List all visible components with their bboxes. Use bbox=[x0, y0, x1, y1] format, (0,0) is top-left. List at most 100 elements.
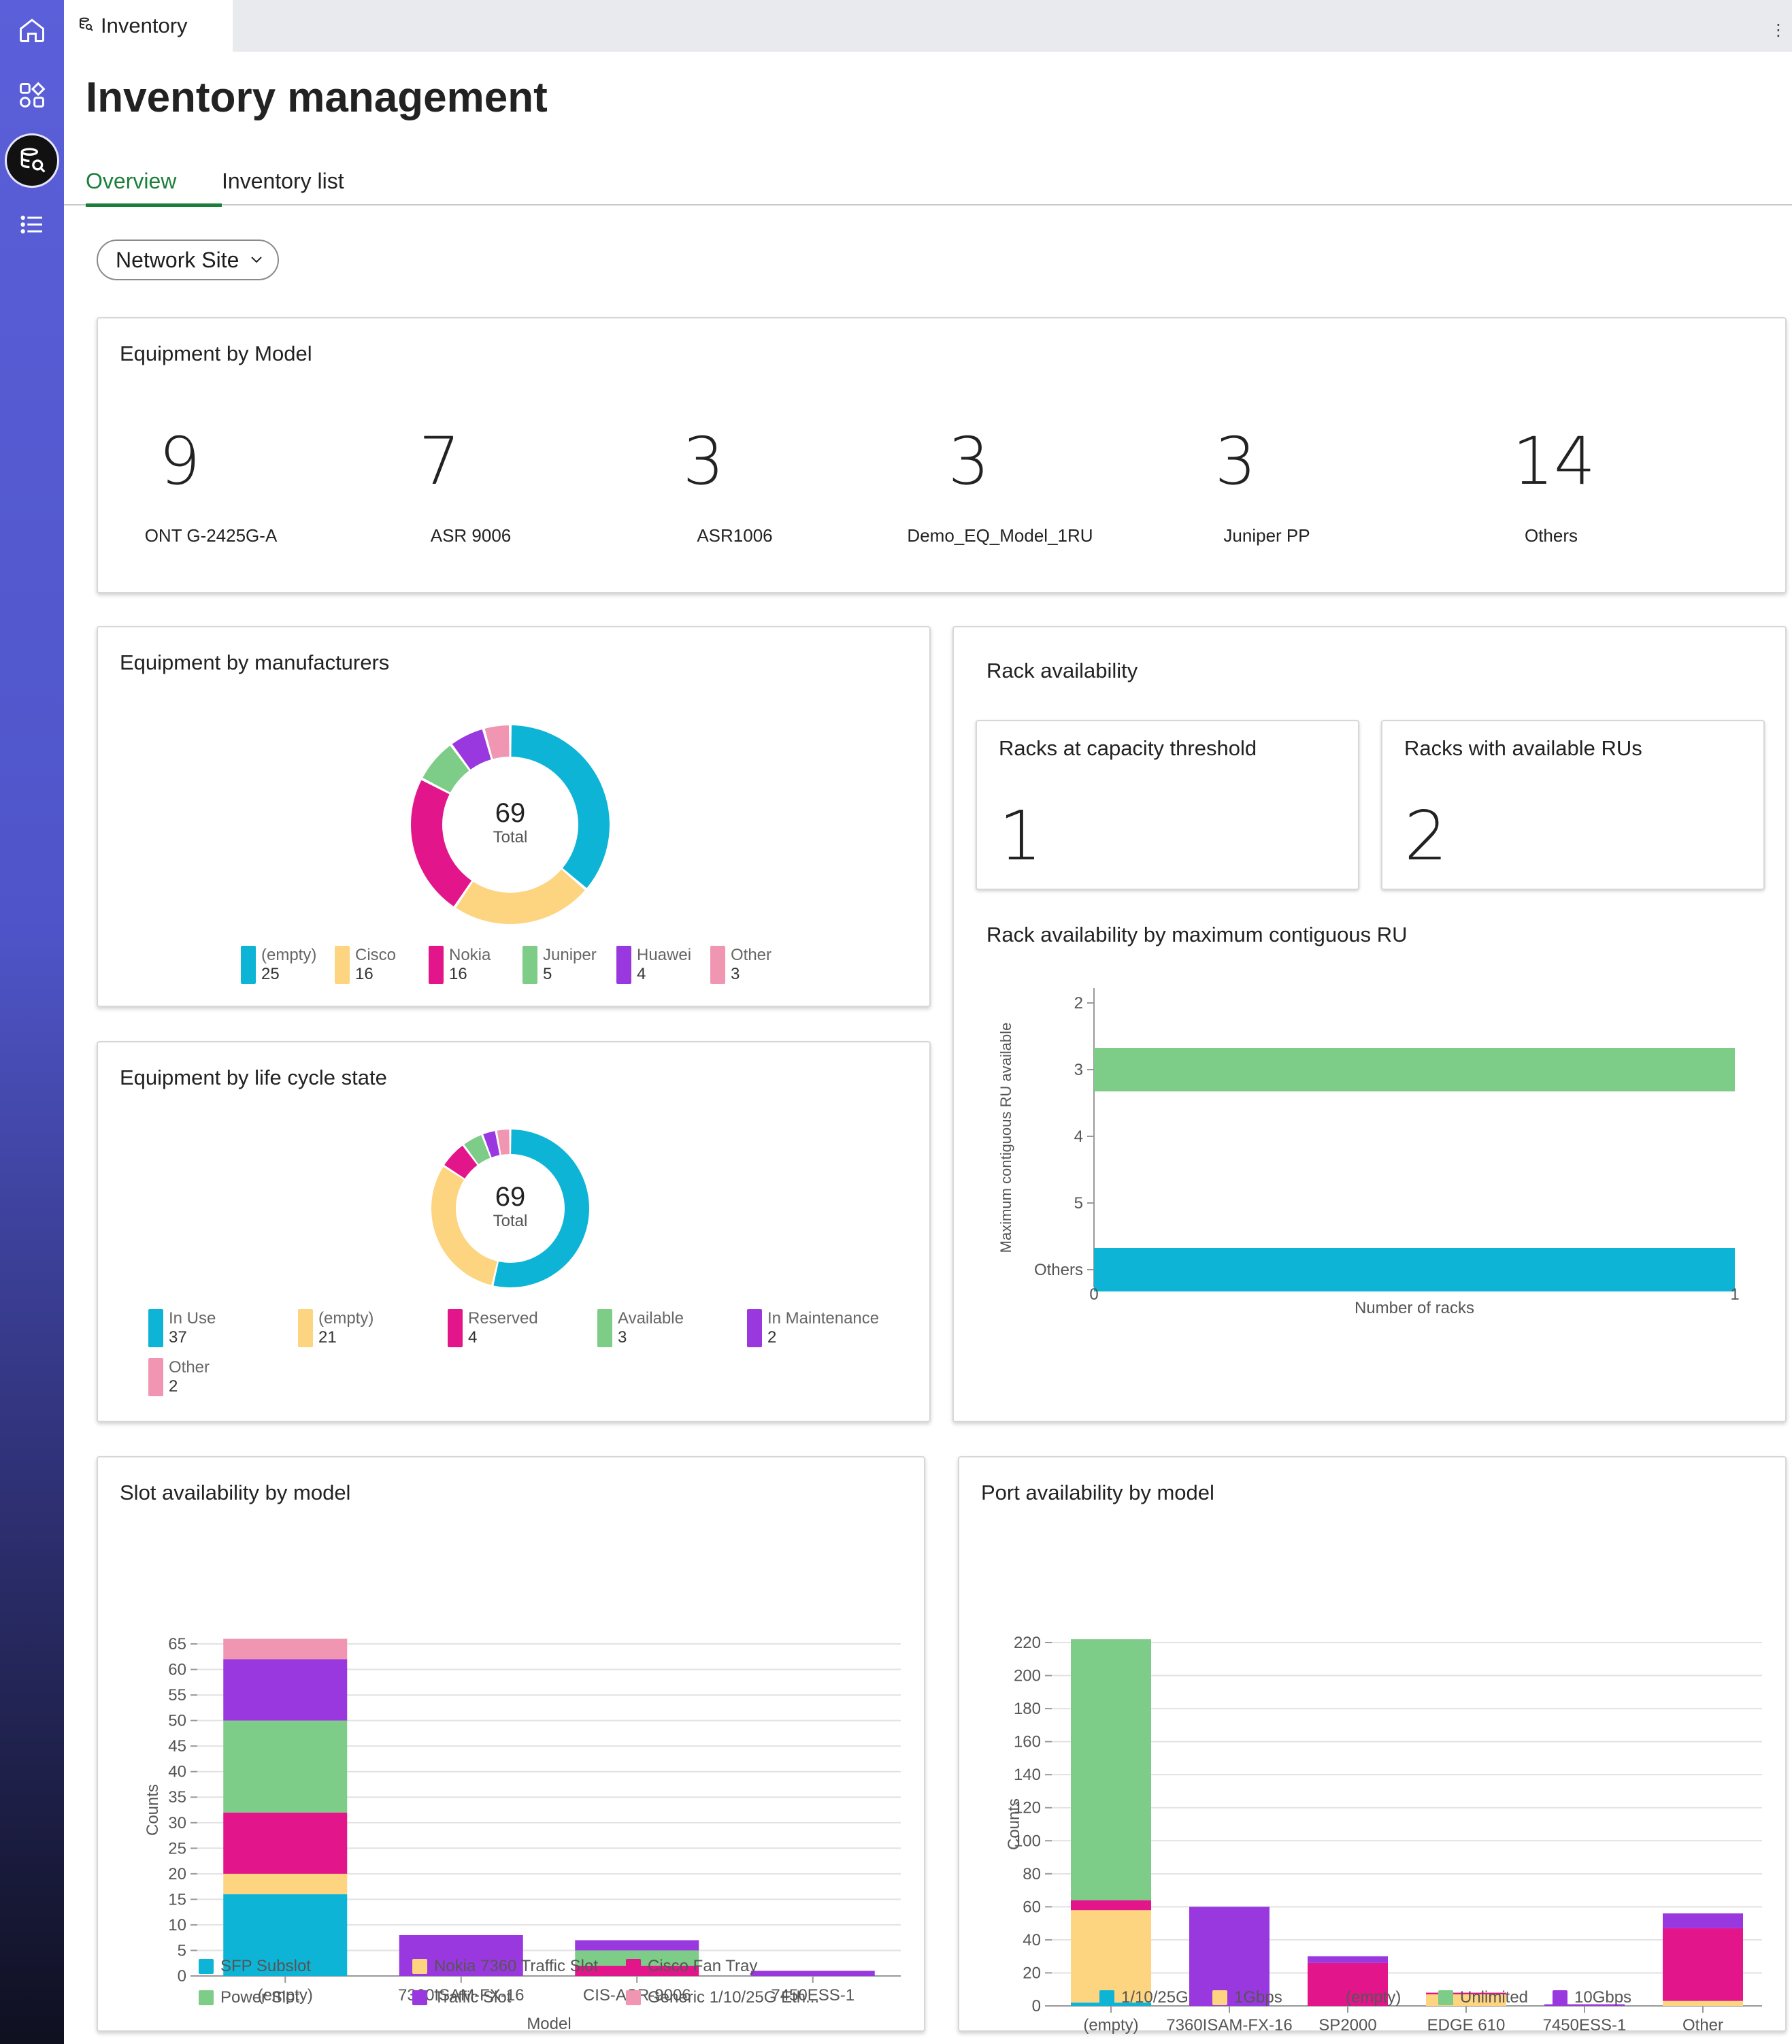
donut-slice[interactable] bbox=[484, 725, 510, 759]
donut-slice[interactable] bbox=[444, 1145, 478, 1178]
bar-segment[interactable] bbox=[1189, 1907, 1270, 2006]
tab-overview[interactable]: Overview bbox=[86, 169, 222, 207]
y-tick-label: 10 bbox=[168, 1916, 186, 1934]
legend-item[interactable]: Juniper 5 bbox=[522, 946, 597, 984]
bar-segment[interactable] bbox=[1071, 1900, 1151, 1911]
legend-text: In Maintenance 2 bbox=[767, 1309, 879, 1347]
y-tick-label: 15 bbox=[168, 1890, 186, 1909]
bar-segment[interactable] bbox=[1544, 2004, 1625, 2006]
y-tick-label: 80 bbox=[1023, 1865, 1041, 1883]
donut-slice[interactable] bbox=[422, 745, 469, 793]
legend-item[interactable]: Traffic Slot bbox=[412, 1988, 511, 2007]
model-label: Juniper PP bbox=[1223, 525, 1310, 546]
x-axis-label: Model bbox=[527, 2015, 571, 2033]
y-axis-label: Counts bbox=[1005, 1798, 1023, 1850]
legend-item[interactable]: 1Gbps bbox=[1212, 1988, 1282, 2007]
legend-item[interactable]: SFP Subslot bbox=[199, 1957, 311, 1976]
bar-segment[interactable] bbox=[223, 1894, 348, 1976]
donut-slice[interactable] bbox=[431, 1166, 497, 1285]
legend-item[interactable]: Generic 1/10/25G Eth... bbox=[626, 1988, 819, 2007]
app-tab-inventory[interactable]: Inventory bbox=[64, 0, 233, 52]
model-label: ONT G-2425G-A bbox=[144, 525, 278, 546]
legend-item[interactable]: Unlimited bbox=[1438, 1988, 1528, 2007]
legend-item[interactable]: 10Gbps bbox=[1553, 1988, 1631, 2007]
donut-slice[interactable] bbox=[411, 780, 472, 907]
donut-slice[interactable] bbox=[497, 1130, 510, 1155]
more-dots-icon[interactable]: ⋮ bbox=[1770, 21, 1787, 39]
donut-slice[interactable] bbox=[464, 1135, 491, 1165]
bar-segment[interactable] bbox=[223, 1720, 348, 1813]
bar-segment[interactable] bbox=[223, 1638, 348, 1660]
bar-segment[interactable] bbox=[1663, 2000, 1743, 2006]
legend-text: Huawei 4 bbox=[637, 946, 691, 984]
lifecycle-donut-chart: 69 Total bbox=[431, 1130, 589, 1287]
legend-item[interactable]: Reserved 4 bbox=[448, 1309, 538, 1347]
legend-item[interactable]: Nokia 7360 Traffic Slot bbox=[412, 1957, 598, 1976]
donut-slice[interactable] bbox=[452, 729, 491, 770]
legend-label: Cisco bbox=[355, 946, 397, 964]
legend-item[interactable]: (empty) 25 bbox=[241, 946, 316, 984]
bar-segment[interactable] bbox=[1663, 1913, 1743, 1928]
legend-label: Generic 1/10/25G Eth... bbox=[648, 1988, 820, 2007]
y-tick-label: 5 bbox=[1074, 1194, 1083, 1213]
inventory-icon[interactable] bbox=[5, 133, 59, 188]
donut-slice[interactable] bbox=[493, 1130, 589, 1287]
bar-segment[interactable] bbox=[1308, 1962, 1388, 2006]
bar-segment[interactable] bbox=[1071, 1639, 1151, 1900]
legend-item[interactable]: (empty) 21 bbox=[298, 1309, 374, 1347]
apps-icon[interactable] bbox=[12, 75, 52, 116]
legend-item[interactable]: Power Slot bbox=[199, 1988, 299, 2007]
x-tick-label: (empty) bbox=[258, 1986, 313, 2005]
legend-item[interactable]: Other 2 bbox=[148, 1358, 210, 1396]
bar-segment[interactable] bbox=[1426, 1992, 1506, 1995]
legend-item[interactable]: In Use 37 bbox=[148, 1309, 216, 1347]
legend-item[interactable]: Cisco Fan Tray bbox=[626, 1957, 757, 1976]
legend-item[interactable]: Huawei 4 bbox=[616, 946, 691, 984]
y-tick-label: 20 bbox=[168, 1865, 186, 1883]
legend-item[interactable]: Nokia 16 bbox=[429, 946, 491, 984]
legend-text: (empty) 21 bbox=[318, 1309, 374, 1347]
rack-availability-card: Rack availability Racks at capacity thre… bbox=[952, 626, 1787, 1422]
bar-segment[interactable] bbox=[1308, 1956, 1388, 1963]
legend-label: In Maintenance bbox=[767, 1309, 880, 1328]
legend-item[interactable]: In Maintenance 2 bbox=[747, 1309, 879, 1347]
y-tick-label: 0 bbox=[1032, 1997, 1041, 2015]
legend-value: 16 bbox=[449, 965, 467, 983]
legend-item[interactable]: 1/10/25G bbox=[1099, 1988, 1189, 2007]
x-axis-label: Number of racks bbox=[1355, 1299, 1474, 1315]
legend-item[interactable]: (empty) bbox=[1324, 1988, 1401, 2007]
home-icon[interactable] bbox=[12, 10, 52, 50]
tab-inventory-list[interactable]: Inventory list bbox=[222, 169, 344, 204]
donut-slice[interactable] bbox=[511, 725, 610, 889]
bar-segment[interactable] bbox=[575, 1940, 699, 1951]
donut-slice[interactable] bbox=[456, 869, 585, 924]
model-label: ASR1006 bbox=[697, 525, 773, 546]
legend-value: 2 bbox=[169, 1377, 178, 1396]
x-tick-label: 7360ISAM-FX-16 bbox=[1166, 2016, 1292, 2034]
bar-segment[interactable] bbox=[223, 1659, 348, 1721]
y-tick-label: Others bbox=[1034, 1261, 1083, 1279]
rack-bar[interactable] bbox=[1094, 1248, 1735, 1291]
model-count: 9 bbox=[159, 423, 201, 499]
equipment-by-manufacturers-card: Equipment by manufacturers 69 Total (emp… bbox=[97, 626, 931, 1007]
model-label: Others bbox=[1524, 525, 1578, 546]
x-tick-label: EDGE 610 bbox=[1427, 2016, 1506, 2034]
bar-segment[interactable] bbox=[1663, 1928, 1743, 2001]
bar-segment[interactable] bbox=[223, 1812, 348, 1874]
donut-slice[interactable] bbox=[483, 1131, 500, 1157]
legend-item[interactable]: Cisco 16 bbox=[335, 946, 396, 984]
list-icon[interactable] bbox=[12, 204, 52, 245]
bar-segment[interactable] bbox=[1071, 1910, 1151, 2003]
bar-segment[interactable] bbox=[223, 1873, 348, 1894]
model-count: 7 bbox=[418, 423, 461, 499]
bar-segment[interactable] bbox=[575, 1950, 699, 1966]
legend-item[interactable]: Available 3 bbox=[597, 1309, 684, 1347]
rack-bar[interactable] bbox=[1094, 1048, 1735, 1091]
network-site-dropdown[interactable]: Network Site bbox=[97, 240, 279, 280]
y-tick-label: 220 bbox=[1014, 1634, 1041, 1652]
bar-segment[interactable] bbox=[750, 1971, 875, 1976]
x-tick-label: 1 bbox=[1730, 1285, 1739, 1304]
legend-item[interactable]: Other 3 bbox=[710, 946, 771, 984]
legend-swatch bbox=[298, 1309, 313, 1347]
legend-label: (empty) bbox=[261, 946, 317, 964]
